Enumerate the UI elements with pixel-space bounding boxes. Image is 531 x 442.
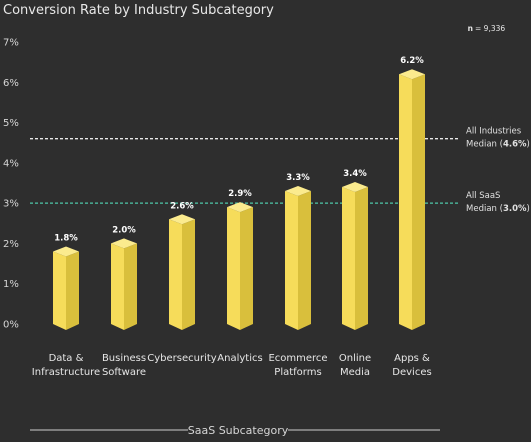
bar-top <box>227 202 253 213</box>
bar-top <box>342 182 368 193</box>
x-tick-label: Platforms <box>274 367 321 378</box>
bar <box>399 74 412 330</box>
bar-side <box>66 251 79 330</box>
data-label: 6.2% <box>400 56 424 66</box>
bar-top <box>53 246 79 257</box>
reference-label: All SaaS <box>466 191 500 201</box>
y-tick-label: 6% <box>3 78 19 89</box>
bar-top <box>169 214 195 225</box>
reference-label: All Industries <box>466 127 522 137</box>
bar-top <box>399 69 425 80</box>
x-tick-label: Software <box>102 367 146 378</box>
y-tick-label: 1% <box>3 279 19 290</box>
bar-side <box>355 187 368 330</box>
data-label: 2.0% <box>112 225 136 235</box>
bar-side <box>182 219 195 330</box>
data-label: 3.3% <box>286 173 310 183</box>
data-label: 2.9% <box>228 189 252 199</box>
bar-side <box>412 74 425 330</box>
y-tick-label: 4% <box>3 158 19 169</box>
y-tick-label: 3% <box>3 199 19 210</box>
x-tick-label: Business <box>102 353 146 364</box>
data-label: 3.4% <box>343 169 367 179</box>
n-value: = 9,336 <box>475 24 505 33</box>
x-tick-label: Data & <box>49 353 84 364</box>
x-tick-label: Media <box>340 367 370 378</box>
bar-top <box>285 186 311 197</box>
chart-title: Conversion Rate by Industry Subcategory <box>3 3 274 18</box>
y-tick-label: 7% <box>3 38 19 49</box>
reference-label: Median (3.0%) <box>466 204 530 214</box>
bar <box>53 251 66 330</box>
data-label: 2.6% <box>170 201 194 211</box>
bar <box>342 187 355 330</box>
bar-side <box>240 207 253 330</box>
x-tick-label: Devices <box>392 367 431 378</box>
x-tick-label: Infrastructure <box>32 367 100 378</box>
bar <box>285 191 298 330</box>
y-tick-label: 0% <box>3 320 19 331</box>
reference-label: Median (4.6%) <box>466 140 530 150</box>
x-tick-label: Cybersecurity <box>147 353 217 364</box>
bar <box>111 243 124 330</box>
x-tick-label: Apps & <box>394 353 430 364</box>
y-tick-label: 5% <box>3 118 19 129</box>
bar-side <box>298 191 311 330</box>
bar-side <box>124 243 137 330</box>
n-label: n <box>468 24 473 33</box>
bar-top <box>111 238 137 249</box>
x-tick-label: Analytics <box>217 353 262 364</box>
x-tick-label: Ecommerce <box>268 353 327 364</box>
y-tick-label: 2% <box>3 239 19 250</box>
data-label: 1.8% <box>54 233 78 243</box>
x-axis-label: SaaS Subcategory <box>188 424 289 437</box>
x-tick-label: Online <box>339 353 371 364</box>
bar <box>169 219 182 330</box>
bar <box>227 207 240 330</box>
